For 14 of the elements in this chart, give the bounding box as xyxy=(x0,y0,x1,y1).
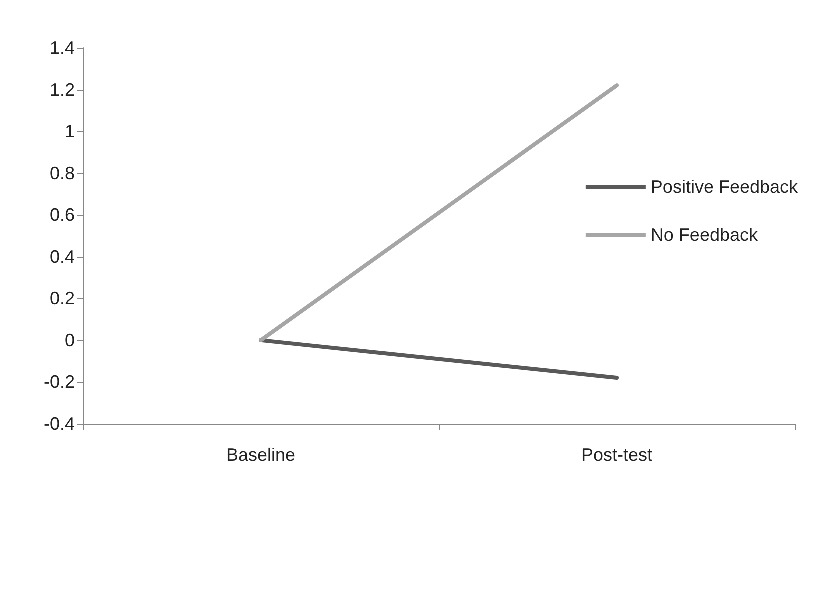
y-tick-label: 0.6 xyxy=(50,205,75,226)
x-tick-label: Post-test xyxy=(581,445,653,465)
y-tick-label: -0.2 xyxy=(44,372,75,392)
y-tick-label: 0 xyxy=(64,330,75,350)
y-tick-label: 0.8 xyxy=(50,163,75,184)
y-tick-label: 1 xyxy=(64,122,75,142)
y-tick-label: 1.4 xyxy=(50,38,75,58)
y-tick-label: 0.2 xyxy=(50,288,75,309)
x-tick-label: Baseline xyxy=(226,445,296,465)
y-tick-label: 0.4 xyxy=(50,246,75,267)
y-tick-label: -0.4 xyxy=(44,414,75,434)
y-tick-label: 1.2 xyxy=(50,80,75,100)
legend-label: No Feedback xyxy=(650,225,759,245)
legend-label: Positive Feedback xyxy=(650,177,799,197)
